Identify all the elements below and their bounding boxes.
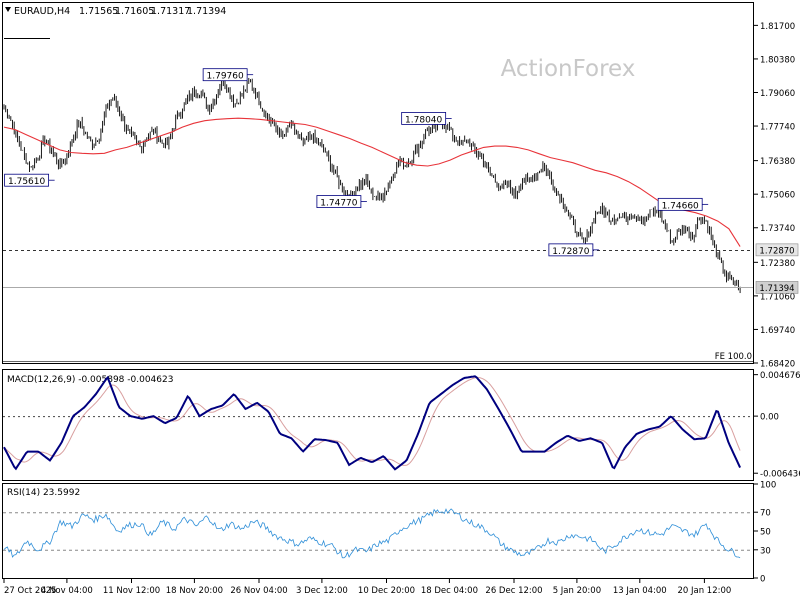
rsi-pane <box>2 483 754 579</box>
price-tick-label: 1.73740 <box>760 224 795 234</box>
price-tick-label: 1.75060 <box>760 191 795 201</box>
time-tick-label: 4 Nov 04:00 <box>41 586 93 596</box>
time-tick-label: 18 Nov 20:00 <box>166 586 223 596</box>
price-tick-label: 1.71060 <box>760 292 795 302</box>
price-tick-label: 1.77740 <box>760 123 795 133</box>
last-price-tag <box>755 281 799 294</box>
price-layer: 1.75610 1.79760 1.74770 1.78040 1.72870 1.746… <box>3 68 753 294</box>
time-tick-label: 27 Oct 2025 <box>4 586 57 596</box>
macd-tick-label: 0.00 <box>760 413 779 423</box>
moving-average-line <box>3 117 741 247</box>
ohlc-high: 1.71605 <box>115 6 154 17</box>
macd-layer <box>3 375 753 471</box>
macd-line <box>3 375 742 471</box>
ohlc-close: 1.71394 <box>187 6 226 17</box>
rsi-tick-label: 0 <box>760 575 765 585</box>
swing-label: 1.75610 <box>8 177 45 187</box>
level-price-tag-label: 1.72870 <box>759 246 794 256</box>
time-tick-label: 26 Dec 12:00 <box>485 586 542 596</box>
swing-label: 1.72870 <box>552 247 589 257</box>
fe-label: FE 100.0 <box>715 352 752 362</box>
time-tick-label: 5 Jan 20:00 <box>553 586 601 596</box>
ohlc-bars <box>3 73 741 294</box>
rsi-tick-label: 50 <box>760 528 771 538</box>
symbol-dropdown-icon[interactable] <box>5 7 11 12</box>
swing-label: 1.74770 <box>320 199 357 209</box>
macd-tick-label: 0.004676 <box>760 371 800 381</box>
swing-label: 1.79760 <box>207 72 244 82</box>
price-tick-label: 1.68420 <box>760 360 795 370</box>
symbol-title: EURAUD,H4 <box>14 6 70 17</box>
swing-label: 1.78040 <box>405 115 442 125</box>
time-tick-label: 11 Nov 12:00 <box>103 586 160 596</box>
macd-label: MACD(12,26,9) -0.005898 -0.004623 <box>7 375 173 385</box>
price-tick-label: 1.76380 <box>760 157 795 167</box>
time-tick-label: 18 Dec 04:00 <box>421 586 478 596</box>
rsi-label: RSI(14) 23.5992 <box>7 488 80 498</box>
swing-label: 1.74660 <box>662 201 699 211</box>
price-tick-label: 1.79060 <box>760 89 795 99</box>
rsi-line <box>3 508 741 559</box>
price-tick-label: 1.81700 <box>760 22 795 32</box>
macd-signal-line <box>3 377 741 466</box>
price-pane <box>2 2 754 364</box>
ohlc-low: 1.71317 <box>151 6 190 17</box>
macd-tick-label: -0.006436 <box>760 470 800 480</box>
watermark: ActionForex <box>501 56 636 82</box>
rsi-tick-label: 70 <box>760 509 771 519</box>
time-tick-label: 13 Jan 04:00 <box>613 586 667 596</box>
level-price-tag-label: 1.71394 <box>759 284 794 294</box>
price-tick-label: 1.72380 <box>760 259 795 269</box>
rsi-tick-label: 100 <box>760 481 776 491</box>
rsi-tick-label: 30 <box>760 546 771 556</box>
time-tick-label: 20 Jan 12:00 <box>677 586 731 596</box>
price-tick-label: 1.80380 <box>760 55 795 65</box>
time-tick-label: 10 Dec 20:00 <box>358 586 415 596</box>
time-tick-label: 26 Nov 04:00 <box>230 586 287 596</box>
axis-layer: 1.81700 1.80380 1.79060 1.77740 1.76380 1.750… <box>3 22 800 596</box>
level-price-tag <box>755 243 799 257</box>
price-tick-label: 1.69740 <box>760 326 795 336</box>
time-tick-label: 3 Dec 12:00 <box>296 586 348 596</box>
macd-pane <box>2 369 754 481</box>
rsi-layer <box>3 508 753 559</box>
ohlc-open: 1.71565 <box>79 6 118 17</box>
